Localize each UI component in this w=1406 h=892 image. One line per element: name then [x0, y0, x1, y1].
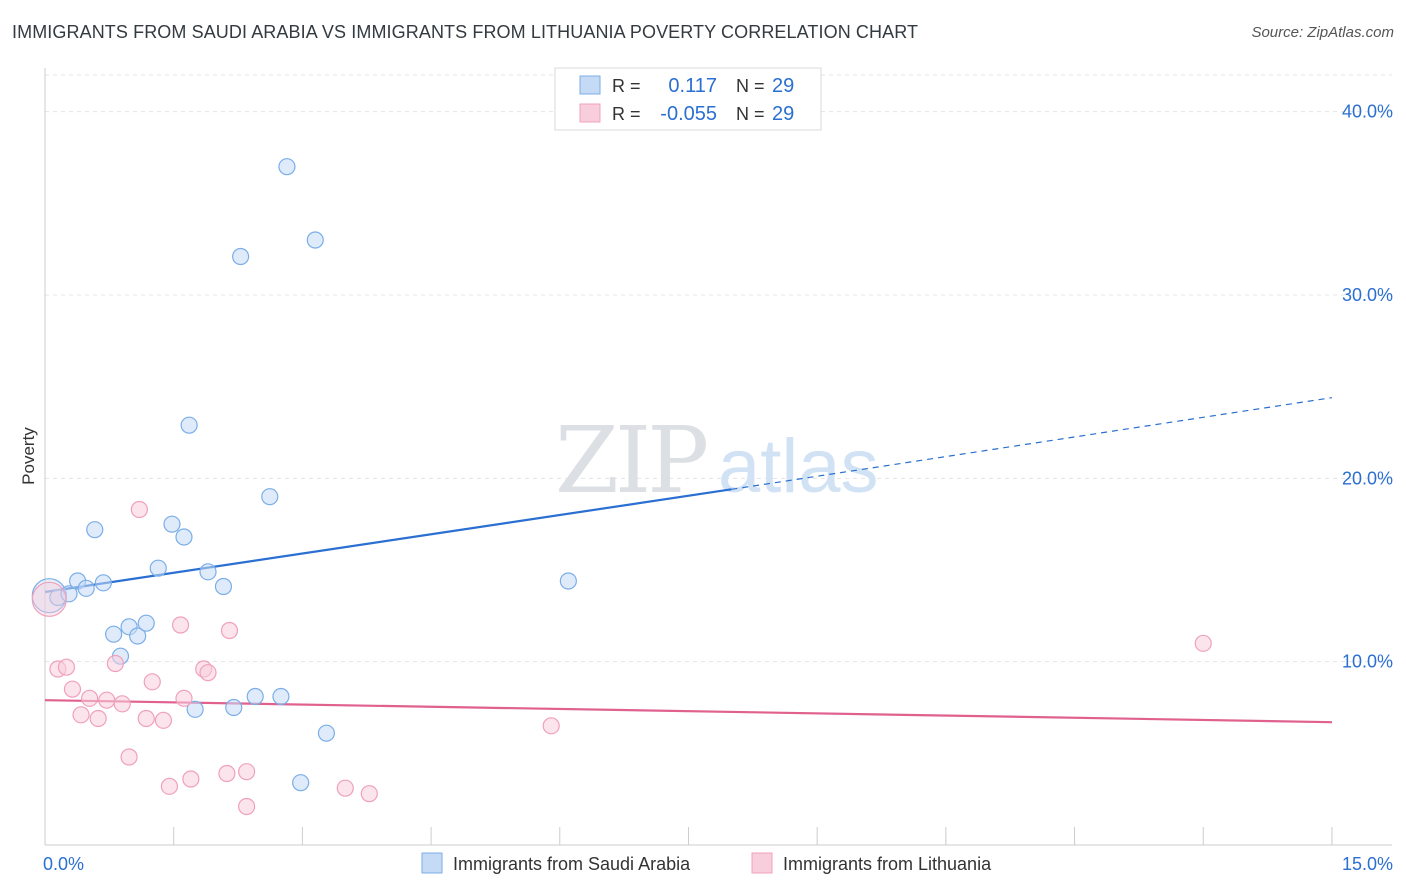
point-series0-12	[149, 559, 167, 577]
point-series1-23	[238, 797, 256, 816]
point-series0-6	[94, 574, 112, 592]
point-series1-2	[57, 658, 76, 676]
point-series1-22	[220, 621, 239, 640]
stats-r-label-1: R =	[612, 76, 641, 96]
point-series0-7	[105, 625, 123, 643]
watermark-zip: ZIP	[555, 407, 706, 514]
watermark: ZIP atlas	[555, 407, 879, 514]
stats-legend: R = 0.117 N = 29 R = -0.055 N = 29	[554, 67, 822, 131]
point-series0-15	[180, 416, 198, 434]
point-series1-10	[120, 748, 138, 766]
point-series0-14	[175, 528, 193, 546]
point-series1-8	[106, 654, 124, 673]
legend-label-saudi-arabia: Immigrants from Saudi Arabia	[453, 854, 691, 874]
stats-n-label-2: N =	[736, 104, 765, 124]
point-series0-23	[272, 687, 290, 706]
y-tick-label-2: 30.0%	[1342, 285, 1393, 305]
legend-swatch-saudi-arabia	[421, 852, 443, 874]
series-legend: Immigrants from Saudi Arabia Immigrants …	[421, 852, 992, 874]
y-tick-label-3: 40.0%	[1342, 102, 1393, 122]
axis-layer	[44, 68, 1392, 846]
point-series0-28	[559, 572, 577, 590]
point-series1-15	[160, 777, 179, 795]
point-series0-25	[292, 774, 310, 792]
point-series1-3	[63, 680, 82, 698]
tick-labels: 10.0% 20.0% 30.0% 40.0% 0.0% 15.0%	[43, 102, 1393, 874]
point-series0-26	[306, 231, 324, 249]
x-tick-label-0: 0.0%	[43, 854, 84, 874]
point-series0-5	[86, 521, 104, 539]
point-series1-25	[336, 779, 354, 797]
point-series0-13	[163, 515, 181, 533]
watermark-atlas: atlas	[718, 424, 879, 509]
points-layer	[31, 158, 1212, 816]
point-series1-9	[113, 695, 131, 713]
stats-r-value-2: -0.055	[660, 103, 717, 125]
stats-n-value-2: 29	[772, 103, 794, 125]
y-tick-label-1: 20.0%	[1342, 468, 1393, 488]
point-series0-18	[214, 577, 233, 596]
point-series1-5	[81, 689, 99, 707]
point-series1-7	[98, 691, 116, 709]
point-series0-10	[129, 627, 147, 645]
stats-r-label-2: R =	[612, 104, 641, 124]
point-series0-11	[137, 614, 155, 632]
point-series0-4	[77, 579, 95, 597]
trend-line-extension-0	[731, 397, 1333, 490]
point-series0-16	[186, 700, 204, 718]
chart-title: IMMIGRANTS FROM SAUDI ARABIA VS IMMIGRAN…	[12, 22, 919, 42]
point-series1-18	[182, 770, 200, 788]
point-series0-19	[225, 698, 243, 717]
point-series1-20	[199, 664, 217, 682]
stats-n-value-1: 29	[772, 75, 794, 97]
point-series1-4	[72, 706, 90, 724]
point-series1-6	[89, 709, 107, 728]
x-tick-label-1: 15.0%	[1342, 854, 1393, 874]
legend-label-lithuania: Immigrants from Lithuania	[783, 854, 992, 874]
point-series1-16	[171, 616, 190, 634]
stats-n-label-1: N =	[736, 76, 765, 96]
y-axis-label: Poverty	[19, 427, 38, 485]
point-series1-28	[1194, 634, 1212, 652]
point-series1-26	[360, 785, 378, 803]
point-series1-24	[238, 763, 256, 781]
point-series0-20	[232, 247, 250, 266]
point-series0-22	[261, 488, 279, 506]
chart-source: Source: ZipAtlas.com	[1251, 24, 1394, 41]
y-tick-label-0: 10.0%	[1342, 652, 1393, 672]
point-series0-27	[317, 724, 336, 742]
point-series0-24	[278, 158, 296, 176]
stats-legend-swatch-blue	[579, 75, 601, 95]
point-series1-27	[542, 717, 560, 735]
point-series1-12	[137, 709, 155, 728]
point-series1-13	[143, 673, 161, 691]
stats-legend-swatch-pink	[579, 103, 601, 123]
grid-layer	[45, 74, 1392, 663]
point-series1-17	[175, 689, 193, 707]
trend-line-0	[44, 488, 732, 594]
point-series1-21	[218, 764, 236, 783]
point-series1-11	[130, 500, 148, 519]
point-series1-14	[154, 711, 172, 729]
point-series1-0	[31, 581, 67, 617]
point-series0-2	[60, 585, 78, 603]
point-series0-21	[246, 687, 264, 706]
point-series0-17	[199, 563, 217, 581]
stats-r-value-1: 0.117	[668, 75, 717, 97]
legend-swatch-lithuania	[751, 852, 773, 874]
